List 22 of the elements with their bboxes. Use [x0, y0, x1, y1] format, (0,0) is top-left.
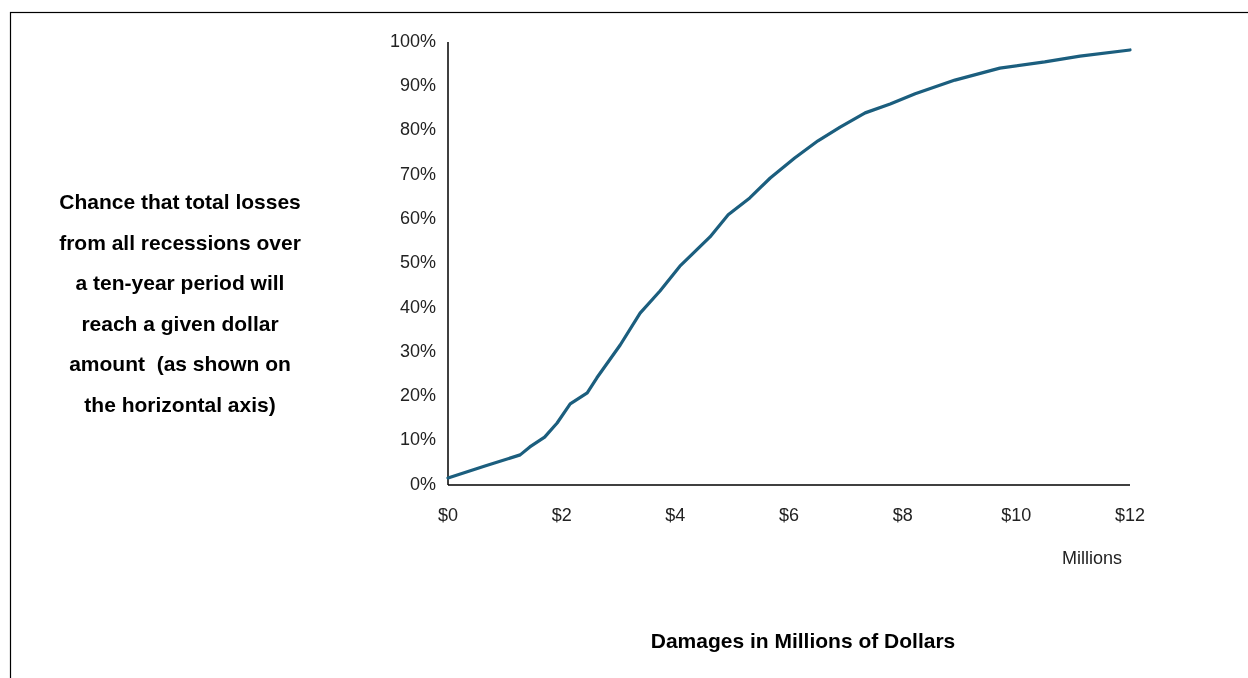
y-tick-label: 60%	[399, 207, 436, 228]
line-series	[446, 48, 1132, 480]
y-tick-label: 0%	[409, 473, 436, 494]
y-tick-label: 90%	[399, 75, 436, 96]
y-tick-label: 10%	[399, 429, 436, 450]
text: Millions	[1061, 548, 1122, 568]
x-tick-label: $12	[1114, 505, 1146, 525]
y-tick-label: 50%	[399, 252, 436, 273]
y-tick-label: 70%	[399, 163, 436, 184]
y-tick-label: 100%	[389, 30, 436, 51]
x-tick-label: $0	[437, 505, 459, 525]
y-axis-title: Chance that total losses from all recessions over a ten-year period will reach a given dollar amount (as shown on the horizontal axis)	[59, 190, 301, 416]
x-tick-label: $10	[1001, 505, 1032, 525]
x-tick-label: $2	[551, 505, 572, 525]
x-tick-label: $8	[892, 505, 913, 525]
x-tick-label: $6	[778, 505, 800, 525]
y-tick-label: 20%	[399, 385, 436, 406]
x-tick-label: $4	[665, 505, 686, 525]
x-axis-title: Damages in Millions of Dollars	[650, 629, 956, 652]
y-tick-label: 30%	[399, 340, 436, 361]
y-tick-label: 80%	[399, 119, 436, 140]
y-tick-label: 40%	[399, 296, 436, 317]
